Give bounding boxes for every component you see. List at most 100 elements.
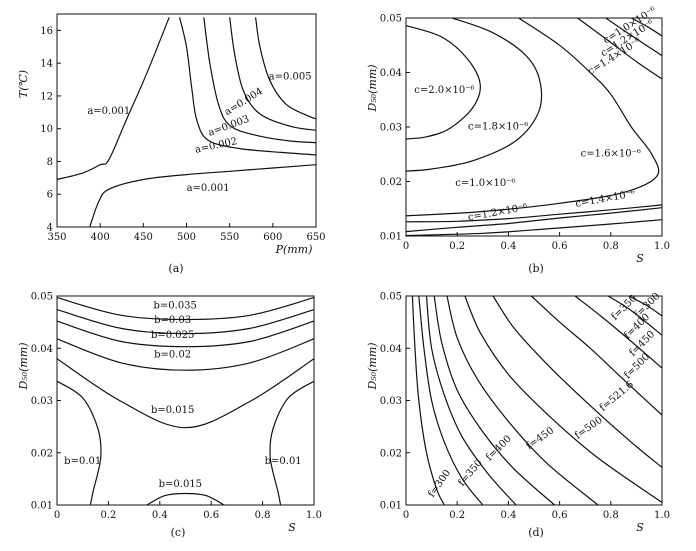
y-axis-label: D₅₀(mm): [17, 342, 30, 390]
y-tick-label: 4: [47, 223, 53, 234]
contour-line: [607, 295, 663, 336]
y-tick-label: 0.04: [380, 344, 402, 355]
contour-line: [418, 295, 484, 506]
contour-label: f=300: [426, 468, 453, 500]
contour-line: [433, 295, 555, 506]
contour-label: c=1.2×10⁻⁶: [467, 202, 528, 223]
contour-line: [530, 295, 663, 416]
contour-label: c=1.4×10⁻⁶: [575, 189, 636, 210]
contour-label: a=0.001: [187, 183, 230, 194]
contour-line: [229, 17, 317, 131]
x-tick-label: 0.8: [603, 510, 619, 521]
y-tick-label: 0.05: [31, 292, 53, 303]
contour-label: f=500: [573, 415, 605, 442]
y-tick-label: 0.03: [380, 396, 402, 407]
contour-label: a=0.002: [194, 136, 238, 156]
x-tick-label: 0: [54, 510, 60, 521]
y-tick-label: 0.03: [380, 123, 402, 134]
contour-label: a=0.001: [87, 106, 130, 117]
contour-label: c=1.8×10⁻⁶: [468, 122, 528, 133]
plot-frame: [56, 295, 315, 506]
contour-line: [464, 295, 663, 503]
x-tick-label: 1.0: [654, 241, 670, 252]
y-tick-label: 0.02: [31, 448, 53, 459]
contour-line: [56, 380, 102, 506]
contour-label: a=0.005: [269, 72, 312, 83]
contour-label: b=0.02: [154, 350, 191, 361]
y-tick-label: 0.01: [31, 501, 53, 512]
x-tick-label: 0.6: [552, 241, 568, 252]
y-tick-label: 0.02: [380, 448, 402, 459]
contour-line: [56, 309, 315, 335]
contour-label: b=0.015: [151, 405, 194, 416]
y-axis-label: D₅₀(mm): [366, 64, 379, 112]
contour-line: [269, 380, 315, 506]
contour-line: [405, 219, 663, 237]
y-tick-label: 0.01: [380, 232, 402, 243]
contour-line: [425, 295, 517, 506]
y-tick-label: 0.05: [380, 14, 402, 25]
y-tick-label: 0.01: [380, 501, 402, 512]
x-tick-label: 1.0: [306, 510, 322, 521]
x-tick-label: 0: [403, 510, 409, 521]
x-tick-label: 550: [220, 232, 239, 243]
contour-line: [179, 17, 317, 156]
contour-line: [255, 17, 317, 120]
x-tick-label: 0.6: [203, 510, 219, 521]
contour-line: [56, 320, 315, 348]
contour-label: f=450: [524, 425, 556, 452]
x-tick-label: 500: [177, 232, 196, 243]
contour-label: f=521.6: [598, 379, 636, 414]
x-tick-label: 450: [134, 232, 153, 243]
panel-c: 0 0.2 0.4 0.6 0.8 1.0 0.01 0.02 0.03 0.04 0.05 S D₅₀…: [17, 292, 322, 540]
x-tick-label: 400: [91, 232, 110, 243]
contour-line: [405, 204, 663, 223]
contour-line: [56, 17, 170, 181]
contour-label: f=400: [484, 433, 514, 463]
y-tick-label: 0.03: [31, 396, 53, 407]
contour-line: [605, 17, 663, 57]
panel-d: 0 0.2 0.4 0.6 0.8 1.0 0.01 0.02 0.03 0.04 0.05 S D₅₀…: [366, 291, 670, 539]
x-axis-label: P(mm): [275, 243, 313, 256]
contour-label: c=2.0×10⁻⁶: [414, 85, 474, 96]
y-tick-label: 0.04: [31, 344, 53, 355]
x-tick-label: 0.2: [449, 241, 465, 252]
x-tick-label: 0.4: [152, 510, 168, 521]
x-tick-label: 0.4: [500, 241, 516, 252]
contour-line: [631, 17, 663, 37]
contour-line: [56, 358, 315, 429]
y-axis-label: T(℃): [17, 70, 30, 98]
contour-line: [446, 295, 599, 506]
x-tick-label: 0: [403, 241, 409, 252]
x-tick-label: 1.0: [654, 510, 670, 521]
contour-line: [56, 338, 315, 371]
contour-line: [405, 17, 660, 217]
x-tick-label: 350: [47, 232, 66, 243]
panel-caption: (d): [528, 526, 544, 539]
contour-line: [574, 295, 663, 369]
x-tick-label: 0.8: [255, 510, 271, 521]
x-tick-label: 600: [263, 232, 282, 243]
y-tick-label: 0.05: [380, 292, 402, 303]
x-tick-label: 0.8: [603, 241, 619, 252]
x-axis-label: S: [288, 521, 296, 534]
y-tick-label: 6: [47, 190, 53, 201]
y-tick-label: 8: [47, 157, 53, 168]
contour-line: [628, 295, 663, 317]
contour-label: f=350: [456, 458, 484, 489]
contour-label: b=0.025: [151, 330, 194, 341]
y-tick-label: 10: [40, 124, 53, 135]
contour-line: [405, 25, 481, 140]
x-tick-label: 0.2: [100, 510, 116, 521]
contour-label: b=0.035: [154, 301, 197, 312]
contour-line: [89, 164, 317, 228]
contour-line: [411, 295, 445, 506]
panel-caption: (a): [168, 262, 183, 275]
panel-a: 350 400 450 500 550 600 650 4 6 8 10 12 14 16 P(mm) T(℃…: [17, 13, 326, 275]
x-tick-label: 0.6: [552, 510, 568, 521]
x-tick-label: 0.4: [500, 510, 516, 521]
panel-caption: (c): [171, 526, 186, 539]
contour-label: f=350: [609, 293, 639, 323]
